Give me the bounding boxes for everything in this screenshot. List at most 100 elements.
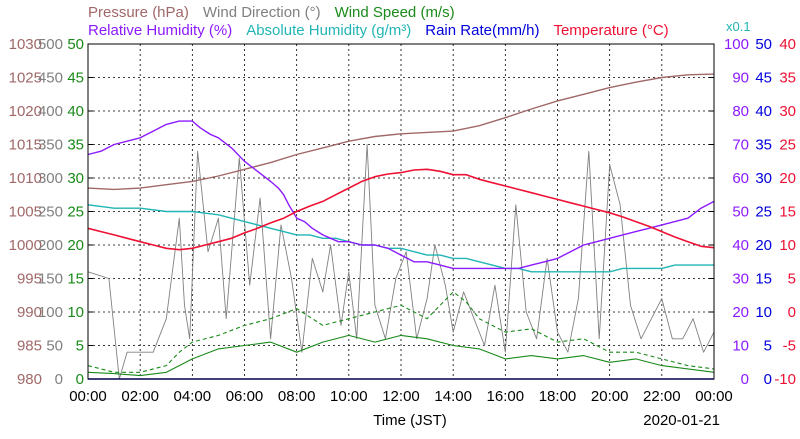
grid-layer — [88, 44, 714, 379]
pressure-tick-label: 990 — [17, 304, 42, 321]
rain-rate-tick-label: 40 — [755, 103, 772, 120]
temperature-tick-label: 10 — [779, 237, 796, 254]
wind-direction-tick-label: 250 — [38, 204, 63, 221]
x-tick-label: 00:00 — [69, 388, 107, 405]
rain-rate-tick-label: 50 — [755, 36, 772, 53]
legend-temperature: Temperature (°C) — [553, 22, 668, 39]
x-tick-label: 10:00 — [330, 388, 368, 405]
pressure-tick-label: 1025 — [9, 70, 42, 87]
legend-relative-humidity: Relative Humidity (%) — [88, 22, 232, 39]
wind-speed-tick-label: 10 — [67, 304, 84, 321]
temperature-tick-label: 35 — [779, 70, 796, 87]
absolute-humidity-series — [87, 204, 714, 273]
rain-rate-tick-label: 5 — [764, 338, 772, 355]
x-tick-label: 04:00 — [174, 388, 212, 405]
wind-speed-tick-label: 45 — [67, 70, 84, 87]
x-tick-label: 08:00 — [278, 388, 316, 405]
legend-rain-rate: Rain Rate(mm/h) — [425, 22, 539, 39]
relative-humidity-tick-label: 60 — [732, 170, 749, 187]
relative-humidity-tick-label: 0 — [741, 371, 749, 388]
rain-rate-tick-label: 25 — [755, 204, 772, 221]
x-tick-label: 14:00 — [434, 388, 472, 405]
wind-direction-tick-label: 200 — [38, 237, 63, 254]
temperature-tick-label: -5 — [783, 338, 796, 355]
wind-speed-tick-label: 40 — [67, 103, 84, 120]
wind-direction-tick-label: 450 — [38, 70, 63, 87]
wind-speed-tick-label: 35 — [67, 137, 84, 154]
wind-speed-tick-label: 30 — [67, 170, 84, 187]
wind-speed-tick-label: 50 — [67, 36, 84, 53]
legend-absolute-humidity: Absolute Humidity (g/m³) — [246, 22, 411, 39]
wind-speed-gust-series — [87, 291, 715, 373]
wind-direction-tick-label: 350 — [38, 137, 63, 154]
wind-direction-tick-label: 100 — [38, 304, 63, 321]
x-tick-label: 18:00 — [539, 388, 577, 405]
legend-wind-speed: Wind Speed (m/s) — [335, 4, 455, 21]
pressure-tick-label: 1015 — [9, 137, 42, 154]
x-axis-label: Time (JST) — [373, 412, 447, 429]
wind-direction-tick-label: 300 — [38, 170, 63, 187]
temperature-tick-label: 25 — [779, 137, 796, 154]
temperature-tick-label: 20 — [779, 170, 796, 187]
date-label: 2020-01-21 — [643, 412, 720, 429]
temperature-tick-label: -10 — [774, 371, 796, 388]
temperature-series — [87, 168, 715, 251]
x-tick-label: 00:00 — [695, 388, 733, 405]
wind-speed-tick-label: 5 — [76, 338, 84, 355]
relative-humidity-tick-label: 40 — [732, 237, 749, 254]
wind-direction-tick-label: 400 — [38, 103, 63, 120]
relative-humidity-series — [87, 120, 715, 270]
x-tick-label: 12:00 — [382, 388, 420, 405]
relative-humidity-tick-label: 20 — [732, 304, 749, 321]
relative-humidity-tick-label: 100 — [724, 36, 749, 53]
temperature-tick-label: 5 — [788, 271, 796, 288]
scale-note: x0.1 — [726, 19, 751, 34]
temperature-tick-label: 15 — [779, 204, 796, 221]
x-tick-label: 22:00 — [643, 388, 681, 405]
wind-direction-tick-label: 0 — [55, 371, 63, 388]
pressure-tick-label: 1005 — [9, 204, 42, 221]
pressure-tick-label: 1000 — [9, 237, 42, 254]
pressure-tick-label: 1020 — [9, 103, 42, 120]
wind-direction-series — [87, 144, 715, 380]
rain-rate-tick-label: 10 — [755, 304, 772, 321]
wind-speed-tick-label: 25 — [67, 204, 84, 221]
temperature-tick-label: 0 — [788, 304, 796, 321]
relative-humidity-tick-label: 30 — [732, 271, 749, 288]
pressure-tick-label: 985 — [17, 338, 42, 355]
pressure-tick-label: 995 — [17, 271, 42, 288]
x-tick-label: 20:00 — [591, 388, 629, 405]
legend-pressure: Pressure (hPa) — [88, 4, 189, 21]
x-tick-label: 16:00 — [487, 388, 525, 405]
wind-speed-tick-label: 0 — [76, 371, 84, 388]
wind-direction-tick-label: 50 — [46, 338, 63, 355]
x-tick-label: 06:00 — [226, 388, 264, 405]
x-tick-label: 02:00 — [121, 388, 159, 405]
temperature-tick-label: 30 — [779, 103, 796, 120]
rain-rate-tick-label: 0 — [764, 371, 772, 388]
pressure-tick-label: 980 — [17, 371, 42, 388]
legend-layer: Pressure (hPa) Wind Direction (°) Wind Spe… — [88, 4, 669, 39]
tick-layer: 00:00 02:00 04:00 06:00 08:00 10:00 12:00 14:00… — [9, 36, 796, 405]
relative-humidity-tick-label: 90 — [732, 70, 749, 87]
legend-wind-direction: Wind Direction (°) — [203, 4, 321, 21]
pressure-tick-label: 1030 — [9, 36, 42, 53]
relative-humidity-tick-label: 50 — [732, 204, 749, 221]
wind-speed-tick-label: 15 — [67, 271, 84, 288]
wind-speed-tick-label: 20 — [67, 237, 84, 254]
rain-rate-tick-label: 30 — [755, 170, 772, 187]
relative-humidity-tick-label: 70 — [732, 137, 749, 154]
wind-direction-tick-label: 500 — [38, 36, 63, 53]
relative-humidity-tick-label: 10 — [732, 338, 749, 355]
pressure-series — [87, 73, 715, 191]
rain-rate-tick-label: 20 — [755, 237, 772, 254]
relative-humidity-tick-label: 80 — [732, 103, 749, 120]
rain-rate-tick-label: 15 — [755, 271, 772, 288]
pressure-tick-label: 1010 — [9, 170, 42, 187]
wind-direction-tick-label: 150 — [38, 271, 63, 288]
rain-rate-tick-label: 45 — [755, 70, 772, 87]
wind-speed-series — [87, 334, 715, 377]
temperature-tick-label: 40 — [779, 36, 796, 53]
